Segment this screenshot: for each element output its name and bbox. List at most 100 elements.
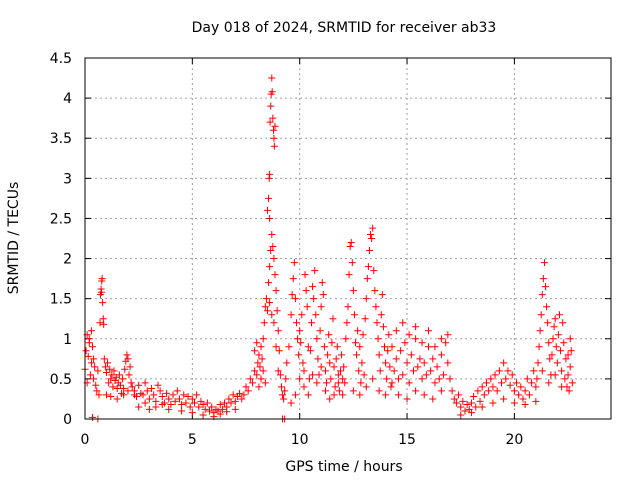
- y-tick-label: 2: [63, 252, 72, 268]
- data-point: [373, 319, 381, 327]
- data-point: [459, 397, 467, 405]
- data-point: [266, 170, 274, 178]
- data-point: [269, 114, 277, 122]
- data-point: [216, 401, 224, 409]
- data-point: [533, 375, 541, 383]
- data-point: [305, 375, 313, 383]
- data-point: [363, 275, 371, 283]
- data-point: [259, 367, 267, 375]
- data-point: [562, 355, 570, 363]
- data-point: [558, 367, 566, 375]
- data-point: [216, 410, 224, 418]
- data-point: [201, 405, 209, 413]
- x-tick-label: 5: [188, 432, 197, 448]
- data-point: [523, 375, 531, 383]
- data-point: [273, 307, 281, 315]
- data-point: [482, 379, 490, 387]
- data-point: [401, 339, 409, 347]
- data-point: [420, 359, 428, 367]
- data-point: [126, 363, 134, 371]
- data-point: [133, 393, 141, 401]
- data-point: [184, 393, 192, 401]
- data-point: [455, 391, 463, 399]
- data-point: [429, 395, 437, 403]
- data-point: [121, 365, 129, 373]
- data-point: [93, 387, 101, 395]
- data-point: [357, 379, 365, 387]
- data-point: [312, 311, 320, 319]
- data-point: [285, 343, 293, 351]
- data-point: [152, 403, 160, 411]
- data-point: [521, 387, 529, 395]
- data-point: [388, 343, 396, 351]
- data-point: [450, 395, 458, 403]
- data-point: [392, 355, 400, 363]
- data-point: [102, 368, 110, 376]
- data-point: [330, 391, 338, 399]
- data-point: [253, 339, 261, 347]
- data-point: [165, 405, 173, 413]
- data-point: [262, 295, 270, 303]
- data-point: [542, 283, 550, 291]
- data-point: [291, 295, 299, 303]
- data-point: [420, 391, 428, 399]
- data-point: [480, 391, 488, 399]
- data-point: [407, 351, 415, 359]
- data-point: [388, 379, 396, 387]
- data-point: [195, 403, 203, 411]
- data-point: [167, 401, 175, 409]
- y-tick-label: 0: [63, 412, 72, 428]
- data-point: [557, 347, 565, 355]
- data-point: [559, 319, 567, 327]
- data-point: [347, 239, 355, 247]
- data-point: [383, 375, 391, 383]
- data-point: [532, 397, 540, 405]
- data-point: [472, 403, 480, 411]
- y-tick-label: 4: [63, 91, 72, 107]
- data-point: [500, 359, 508, 367]
- data-point: [330, 363, 338, 371]
- data-point: [564, 371, 572, 379]
- y-tick-label: 4.5: [50, 51, 72, 67]
- data-point: [316, 327, 324, 335]
- data-point: [267, 102, 275, 110]
- data-point: [186, 403, 194, 411]
- y-tick-label: 1: [63, 332, 72, 348]
- data-point: [102, 391, 110, 399]
- data-point: [227, 399, 235, 407]
- data-point: [190, 399, 198, 407]
- data-point: [150, 391, 158, 399]
- data-point: [101, 363, 109, 371]
- y-tick-label: 1.5: [50, 292, 72, 308]
- data-point: [403, 359, 411, 367]
- data-point: [474, 387, 482, 395]
- data-point: [437, 387, 445, 395]
- data-point: [540, 259, 548, 267]
- data-point: [362, 383, 370, 391]
- data-point: [544, 319, 552, 327]
- data-point: [91, 363, 99, 371]
- data-point: [338, 351, 346, 359]
- data-point: [467, 409, 475, 417]
- grid: [85, 58, 611, 419]
- data-point: [550, 323, 558, 331]
- data-point: [422, 371, 430, 379]
- data-point: [405, 379, 413, 387]
- data-point: [478, 383, 486, 391]
- data-point: [478, 403, 486, 411]
- data-point: [270, 134, 278, 142]
- data-point: [440, 371, 448, 379]
- data-point: [356, 343, 364, 351]
- data-point: [510, 387, 518, 395]
- data-point: [242, 383, 250, 391]
- data-point: [493, 387, 501, 395]
- data-point: [251, 347, 259, 355]
- data-point: [128, 383, 136, 391]
- data-point: [530, 367, 538, 375]
- data-point: [392, 327, 400, 335]
- data-point: [299, 359, 307, 367]
- data-point: [374, 335, 382, 343]
- data-point: [231, 397, 239, 405]
- data-point: [340, 363, 348, 371]
- data-point: [564, 351, 572, 359]
